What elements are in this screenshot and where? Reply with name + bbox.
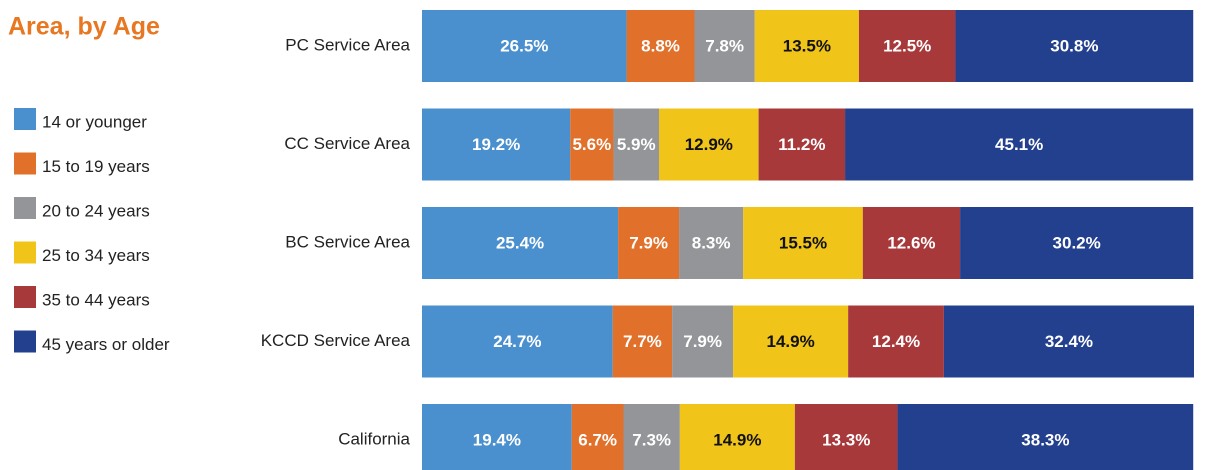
value-label: 19.2%	[472, 135, 520, 154]
value-label: 8.3%	[692, 233, 731, 252]
value-label: 5.9%	[617, 135, 656, 154]
bar-segment	[743, 207, 863, 279]
value-label: 14.9%	[767, 332, 815, 351]
bar-segment	[672, 305, 734, 378]
value-label: 5.6%	[572, 135, 611, 154]
value-label: 12.4%	[872, 332, 920, 351]
bar-segment	[679, 207, 744, 279]
bar-segment	[422, 108, 571, 181]
value-label: 7.3%	[632, 430, 671, 449]
value-label: 6.7%	[578, 430, 617, 449]
value-label: 32.4%	[1045, 332, 1093, 351]
value-label: 45.1%	[995, 135, 1043, 154]
bar-segment	[754, 10, 859, 82]
value-label: 13.3%	[822, 430, 870, 449]
value-label: 11.2%	[778, 135, 825, 154]
value-label: 19.4%	[473, 430, 521, 449]
legend-swatch	[14, 286, 36, 308]
value-label: 7.8%	[705, 36, 744, 55]
bar-segment	[848, 305, 944, 378]
bar-segment	[943, 305, 1194, 378]
value-label: 24.7%	[493, 332, 541, 351]
category-label: California	[338, 429, 410, 448]
value-label: 12.9%	[685, 135, 733, 154]
bar-segment	[758, 108, 846, 181]
bar-segment	[858, 10, 956, 82]
bar-segment	[733, 305, 849, 378]
bar-segment	[422, 207, 619, 279]
bar-segment	[623, 404, 680, 470]
value-label: 7.9%	[683, 332, 722, 351]
value-label: 7.7%	[623, 332, 662, 351]
legend-swatch	[14, 330, 36, 353]
legend-swatch	[14, 197, 36, 219]
legend-label: 15 to 19 years	[42, 157, 150, 176]
legend-label: 20 to 24 years	[42, 201, 150, 220]
value-label: 12.5%	[883, 36, 931, 55]
bar-segment	[570, 108, 614, 181]
category-label: PC Service Area	[285, 35, 410, 54]
bar-segment	[659, 108, 759, 181]
legend-label: 14 or younger	[42, 112, 147, 131]
bar-segment	[862, 207, 961, 279]
value-label: 14.9%	[713, 430, 761, 449]
category-label: BC Service Area	[285, 232, 410, 251]
bar-segment	[845, 108, 1194, 181]
bar-segment	[618, 207, 680, 279]
bar-segment	[960, 207, 1194, 279]
chart-title: Area, by Age	[8, 13, 160, 41]
legend-swatch	[14, 108, 36, 130]
bar-segment	[694, 10, 755, 82]
category-label: KCCD Service Area	[261, 331, 411, 350]
legend-label: 35 to 44 years	[42, 290, 150, 309]
value-label: 38.3%	[1021, 430, 1069, 449]
legend-swatch	[14, 152, 36, 175]
value-label: 15.5%	[779, 233, 827, 252]
legend-swatch	[14, 241, 36, 264]
bar-segment	[897, 404, 1194, 470]
bar-segment	[679, 404, 795, 470]
bar-segment	[422, 10, 627, 82]
value-label: 13.5%	[783, 36, 831, 55]
bar-segment	[422, 305, 613, 378]
bar-segment	[612, 305, 673, 378]
bar-segment	[955, 10, 1194, 82]
bar-segment	[571, 404, 624, 470]
bar-segment	[422, 404, 572, 470]
bar-segment	[794, 404, 898, 470]
value-label: 25.4%	[496, 233, 544, 252]
legend-label: 25 to 34 years	[42, 246, 150, 265]
value-label: 30.8%	[1050, 36, 1098, 55]
value-label: 30.2%	[1053, 233, 1101, 252]
value-label: 12.6%	[887, 233, 935, 252]
category-label: CC Service Area	[284, 134, 410, 153]
value-label: 7.9%	[629, 233, 668, 252]
value-label: 8.8%	[641, 36, 680, 55]
bar-segment	[626, 10, 695, 82]
legend-label: 45 years or older	[42, 335, 170, 354]
bar-segment	[613, 108, 660, 181]
value-label: 26.5%	[500, 36, 548, 55]
